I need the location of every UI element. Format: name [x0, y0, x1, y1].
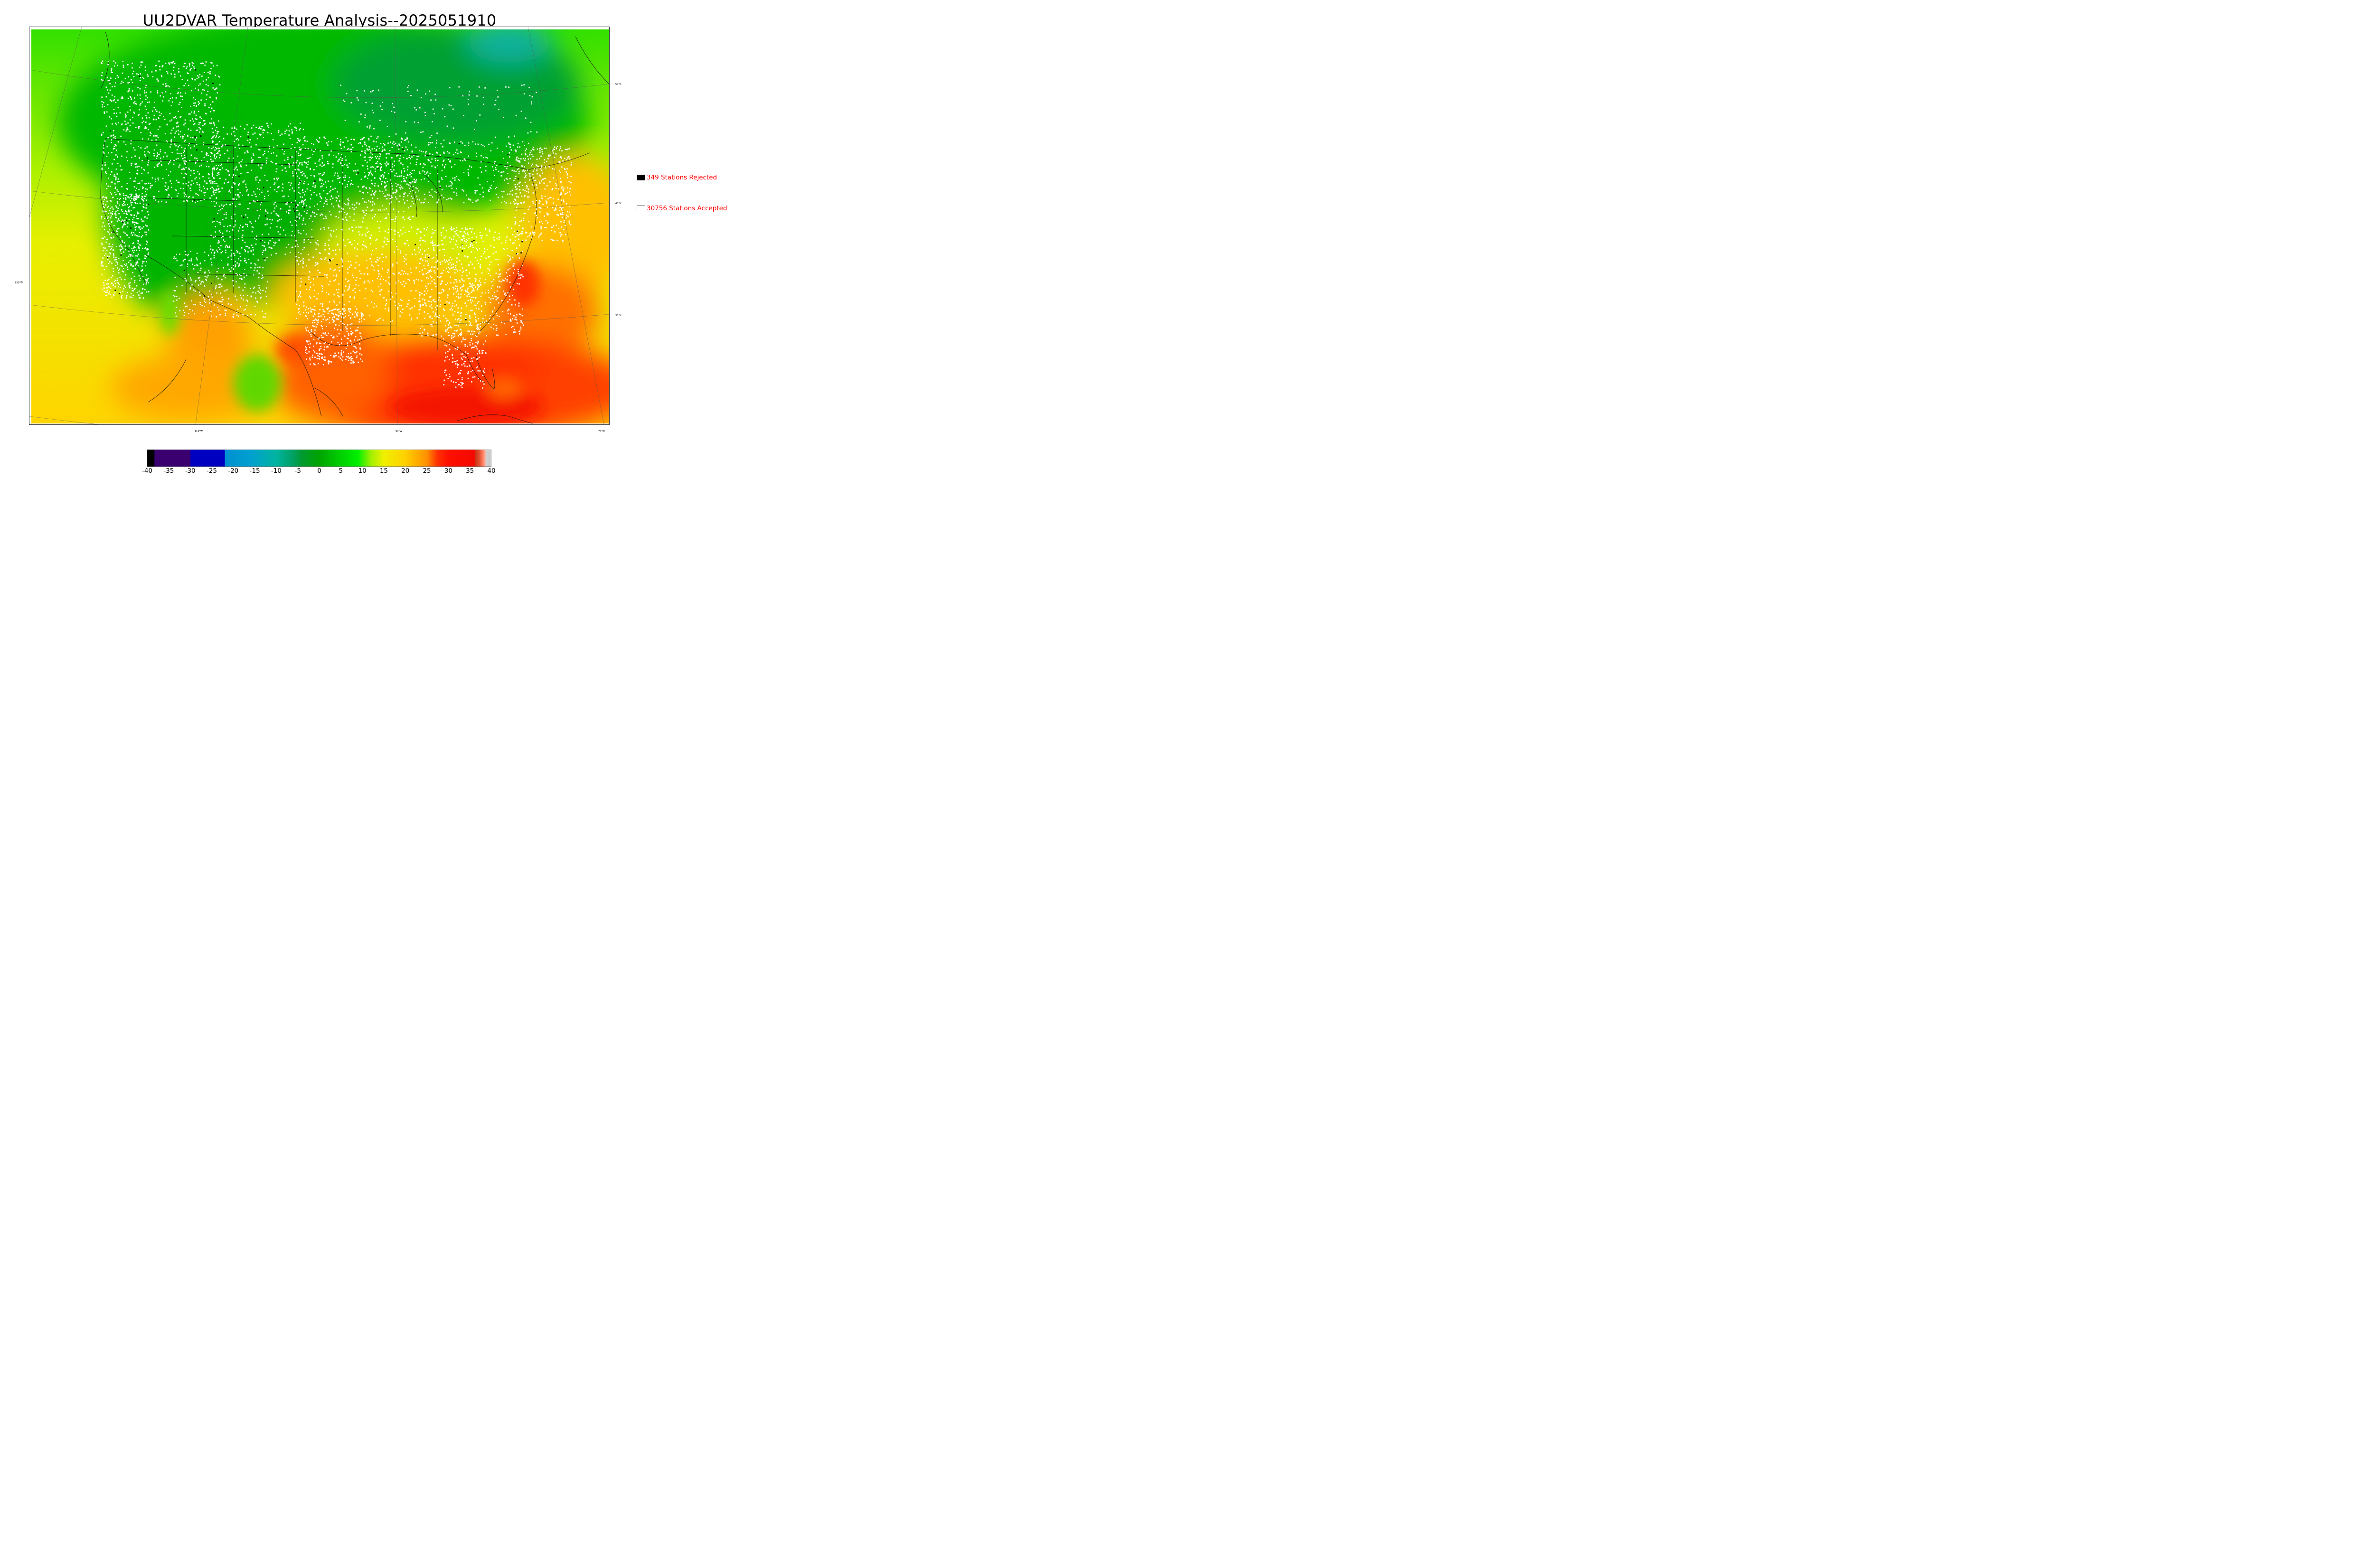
lat-label-50n: 50°N	[615, 83, 622, 86]
colorbar-tick: -25	[206, 467, 217, 475]
graticule-lines	[29, 27, 609, 424]
map-title: UU2DVAR Temperature Analysis--2025051910	[142, 11, 497, 29]
colorbar-tick: 0	[317, 467, 321, 475]
lon-label-90w: 90°W	[396, 430, 402, 433]
lon-label-70w: 70°W	[598, 430, 605, 433]
colorbar-tick: 5	[339, 467, 343, 475]
colorbar-tick: -35	[163, 467, 174, 475]
colorbar-tick: -30	[185, 467, 196, 475]
accepted-label: 30756 Stations Accepted	[647, 205, 727, 212]
rejected-label: 349 Stations Rejected	[647, 174, 717, 181]
colorbar-tick: 10	[358, 467, 367, 475]
colorbar-tick: -20	[228, 467, 239, 475]
colorbar-tick: -10	[271, 467, 282, 475]
station-markers	[101, 60, 572, 389]
temperature-field	[31, 29, 609, 423]
accepted-swatch	[637, 206, 645, 211]
colorbar-tick: 30	[444, 467, 452, 475]
colorbar-tick: 35	[466, 467, 474, 475]
colorbar-tick: 40	[487, 467, 496, 475]
rejected-swatch	[637, 175, 645, 180]
legend-rejected: 349 Stations Rejected	[637, 174, 717, 181]
lon-label-110w: 110°W	[195, 430, 203, 433]
temperature-map[interactable]	[29, 27, 609, 424]
political-boundaries	[100, 31, 609, 424]
colorbar	[147, 450, 491, 467]
lat-label-40n: 40°N	[615, 202, 622, 205]
colorbar-tick: 15	[379, 467, 388, 475]
lon-label-130w: 130°W	[15, 282, 23, 284]
colorbar-tick: 20	[401, 467, 410, 475]
colorbar-tick: 25	[423, 467, 431, 475]
map-frame[interactable]: 50°N 40°N 30°N 130°W 110°W 90°W 70°W	[15, 27, 622, 433]
colorbar-tick: -15	[249, 467, 260, 475]
colorbar-tick: -5	[294, 467, 301, 475]
legend-accepted: 30756 Stations Accepted	[637, 205, 727, 212]
colorbar-ticks: -40 -35 -30 -25 -20 -15 -10 -5 0 5 10 15 20 25 30 35 40	[142, 467, 496, 477]
lat-label-30n: 30°N	[615, 314, 622, 317]
colorbar-tick: -40	[141, 467, 153, 475]
